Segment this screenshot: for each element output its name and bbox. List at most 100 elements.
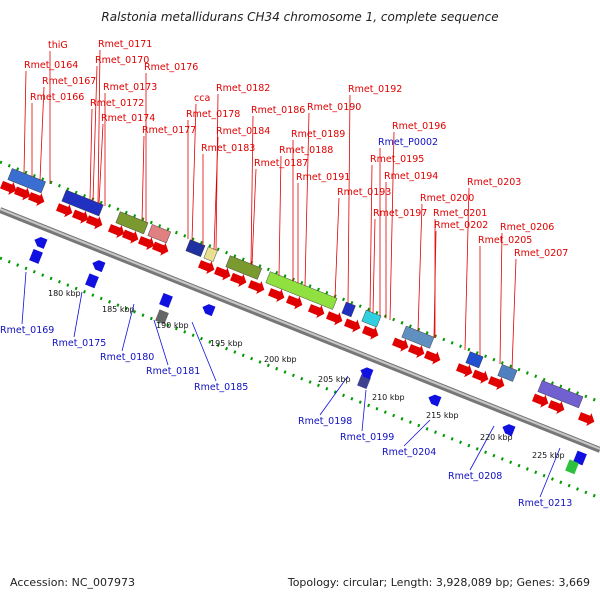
forward-gene-10 [152, 241, 169, 256]
forward-leader-27 [389, 131, 395, 321]
tick-label-6: 205 kbp [318, 375, 351, 384]
forward-label-1: thiG [48, 40, 68, 51]
forward-label-23: Rmet_0192 [348, 84, 402, 95]
reverse-feature-12 [573, 450, 587, 466]
tick-label-4: 195 kbp [210, 339, 243, 348]
forward-gene-3 [28, 192, 45, 207]
forward-gene-24 [456, 363, 473, 378]
gene-features [0, 168, 595, 475]
reverse-label-6: Rmet_0198 [298, 416, 352, 427]
forward-label-18: Rmet_0190 [307, 102, 361, 113]
forward-label-4: Rmet_0166 [30, 92, 84, 103]
reverse-label-4: Rmet_0181 [146, 366, 200, 377]
forward-label-34: Rmet_0205 [478, 235, 532, 246]
forward-leader-26 [369, 164, 373, 313]
forward-gene-16 [286, 295, 303, 310]
forward-label-11: Rmet_0177 [142, 125, 196, 136]
tick-label-9: 220 kbp [480, 433, 513, 442]
forward-gene-19 [344, 318, 361, 333]
forward-leader-29 [372, 218, 376, 314]
feature-block-4 [147, 224, 172, 244]
forward-gene-26 [488, 376, 505, 391]
forward-label-30: Rmet_0200 [420, 193, 474, 204]
reverse-leader-10 [539, 447, 561, 498]
feature-block-7 [225, 255, 263, 280]
forward-gene-9 [138, 236, 155, 251]
forward-label-6: Rmet_0170 [95, 55, 149, 66]
forward-label-12: cca [194, 93, 210, 104]
reverse-feature-13 [565, 459, 579, 475]
tick-label-5: 200 kbp [264, 355, 297, 364]
forward-leader-36 [511, 258, 517, 369]
forward-gene-12 [214, 266, 231, 281]
forward-leader-6 [92, 65, 98, 202]
feature-block-8 [265, 271, 338, 310]
tick-label-3: 190 kbp [156, 321, 189, 330]
forward-leader-20 [278, 155, 282, 276]
forward-gene-14 [248, 280, 265, 295]
forward-leader-32 [433, 230, 437, 338]
forward-gene-6 [86, 215, 103, 230]
forward-label-13: Rmet_0178 [186, 109, 240, 120]
forward-label-7: Rmet_0173 [103, 82, 157, 93]
forward-label-29: Rmet_0197 [373, 208, 427, 219]
feature-block-12 [465, 351, 484, 369]
reverse-label-2: Rmet_0175 [52, 338, 106, 349]
feature-block-1 [7, 168, 46, 194]
forward-leader-24 [334, 197, 340, 299]
forward-label-9: Rmet_0174 [101, 113, 155, 124]
forward-label-17: Rmet_0186 [251, 105, 305, 116]
forward-gene-28 [548, 400, 565, 415]
reverse-gene-10 [428, 394, 442, 407]
forward-gene-7 [108, 224, 125, 239]
forward-label-32: Rmet_0202 [434, 220, 488, 231]
forward-label-31: Rmet_0201 [433, 208, 487, 219]
forward-label-14: Rmet_0182 [216, 83, 270, 94]
tick-label-7: 210 kbp [372, 393, 405, 402]
forward-label-25: Rmet_0194 [384, 171, 438, 182]
forward-leader-5 [97, 49, 101, 204]
forward-label-27: Rmet_0196 [392, 121, 446, 132]
reverse-label-5: Rmet_0185 [194, 382, 248, 393]
forward-gene-23 [424, 350, 441, 365]
forward-label-24: Rmet_0193 [337, 187, 391, 198]
forward-leader-30 [417, 203, 423, 332]
reverse-gene-11 [502, 424, 516, 437]
chromosome-backbone [0, 207, 600, 453]
forward-gene-20 [362, 325, 379, 340]
forward-label-26: Rmet_0195 [370, 154, 424, 165]
accession-text: Accession: NC_007973 [10, 576, 136, 589]
tick-label-8: 215 kbp [426, 411, 459, 420]
forward-label-3: Rmet_0167 [42, 76, 96, 87]
reverse-leader-3 [121, 303, 135, 352]
forward-leader-3 [39, 86, 45, 181]
reverse-gene-1 [34, 236, 48, 249]
forward-gene-25 [472, 369, 489, 384]
forward-label-15: Rmet_0184 [216, 126, 270, 137]
map-title: Ralstonia metallidurans CH34 chromosome … [101, 10, 499, 24]
forward-label-19: Rmet_0189 [291, 129, 345, 140]
forward-label-10: Rmet_0176 [144, 62, 198, 73]
forward-label-2: Rmet_0164 [24, 60, 78, 71]
forward-label-33: Rmet_0203 [467, 177, 521, 188]
forward-leader-8 [89, 108, 93, 201]
feature-block-10 [361, 309, 382, 328]
feature-block-11 [401, 325, 435, 349]
reverse-label-7: Rmet_0199 [340, 432, 394, 443]
forward-gene-17 [308, 304, 325, 319]
reverse-feature-4 [85, 273, 99, 289]
gene-labels: thiG Rmet_0164 Rmet_0167 Rmet_0166 Rmet_0171… [0, 39, 572, 509]
forward-label-21: Rmet_0187 [254, 158, 308, 169]
forward-leader-18 [304, 112, 310, 287]
feature-block-6 [203, 246, 218, 262]
forward-leader-35 [499, 232, 503, 365]
reverse-gene-3 [92, 260, 106, 273]
forward-gene-8 [122, 229, 139, 244]
forward-gene-21 [392, 337, 409, 352]
reverse-leader-4 [153, 319, 169, 366]
forward-gene-15 [268, 288, 285, 303]
reverse-leader-8 [403, 419, 431, 447]
label-leader-lines [21, 49, 561, 498]
reverse-leader-9 [469, 425, 495, 471]
forward-label-16: Rmet_0183 [201, 143, 255, 154]
